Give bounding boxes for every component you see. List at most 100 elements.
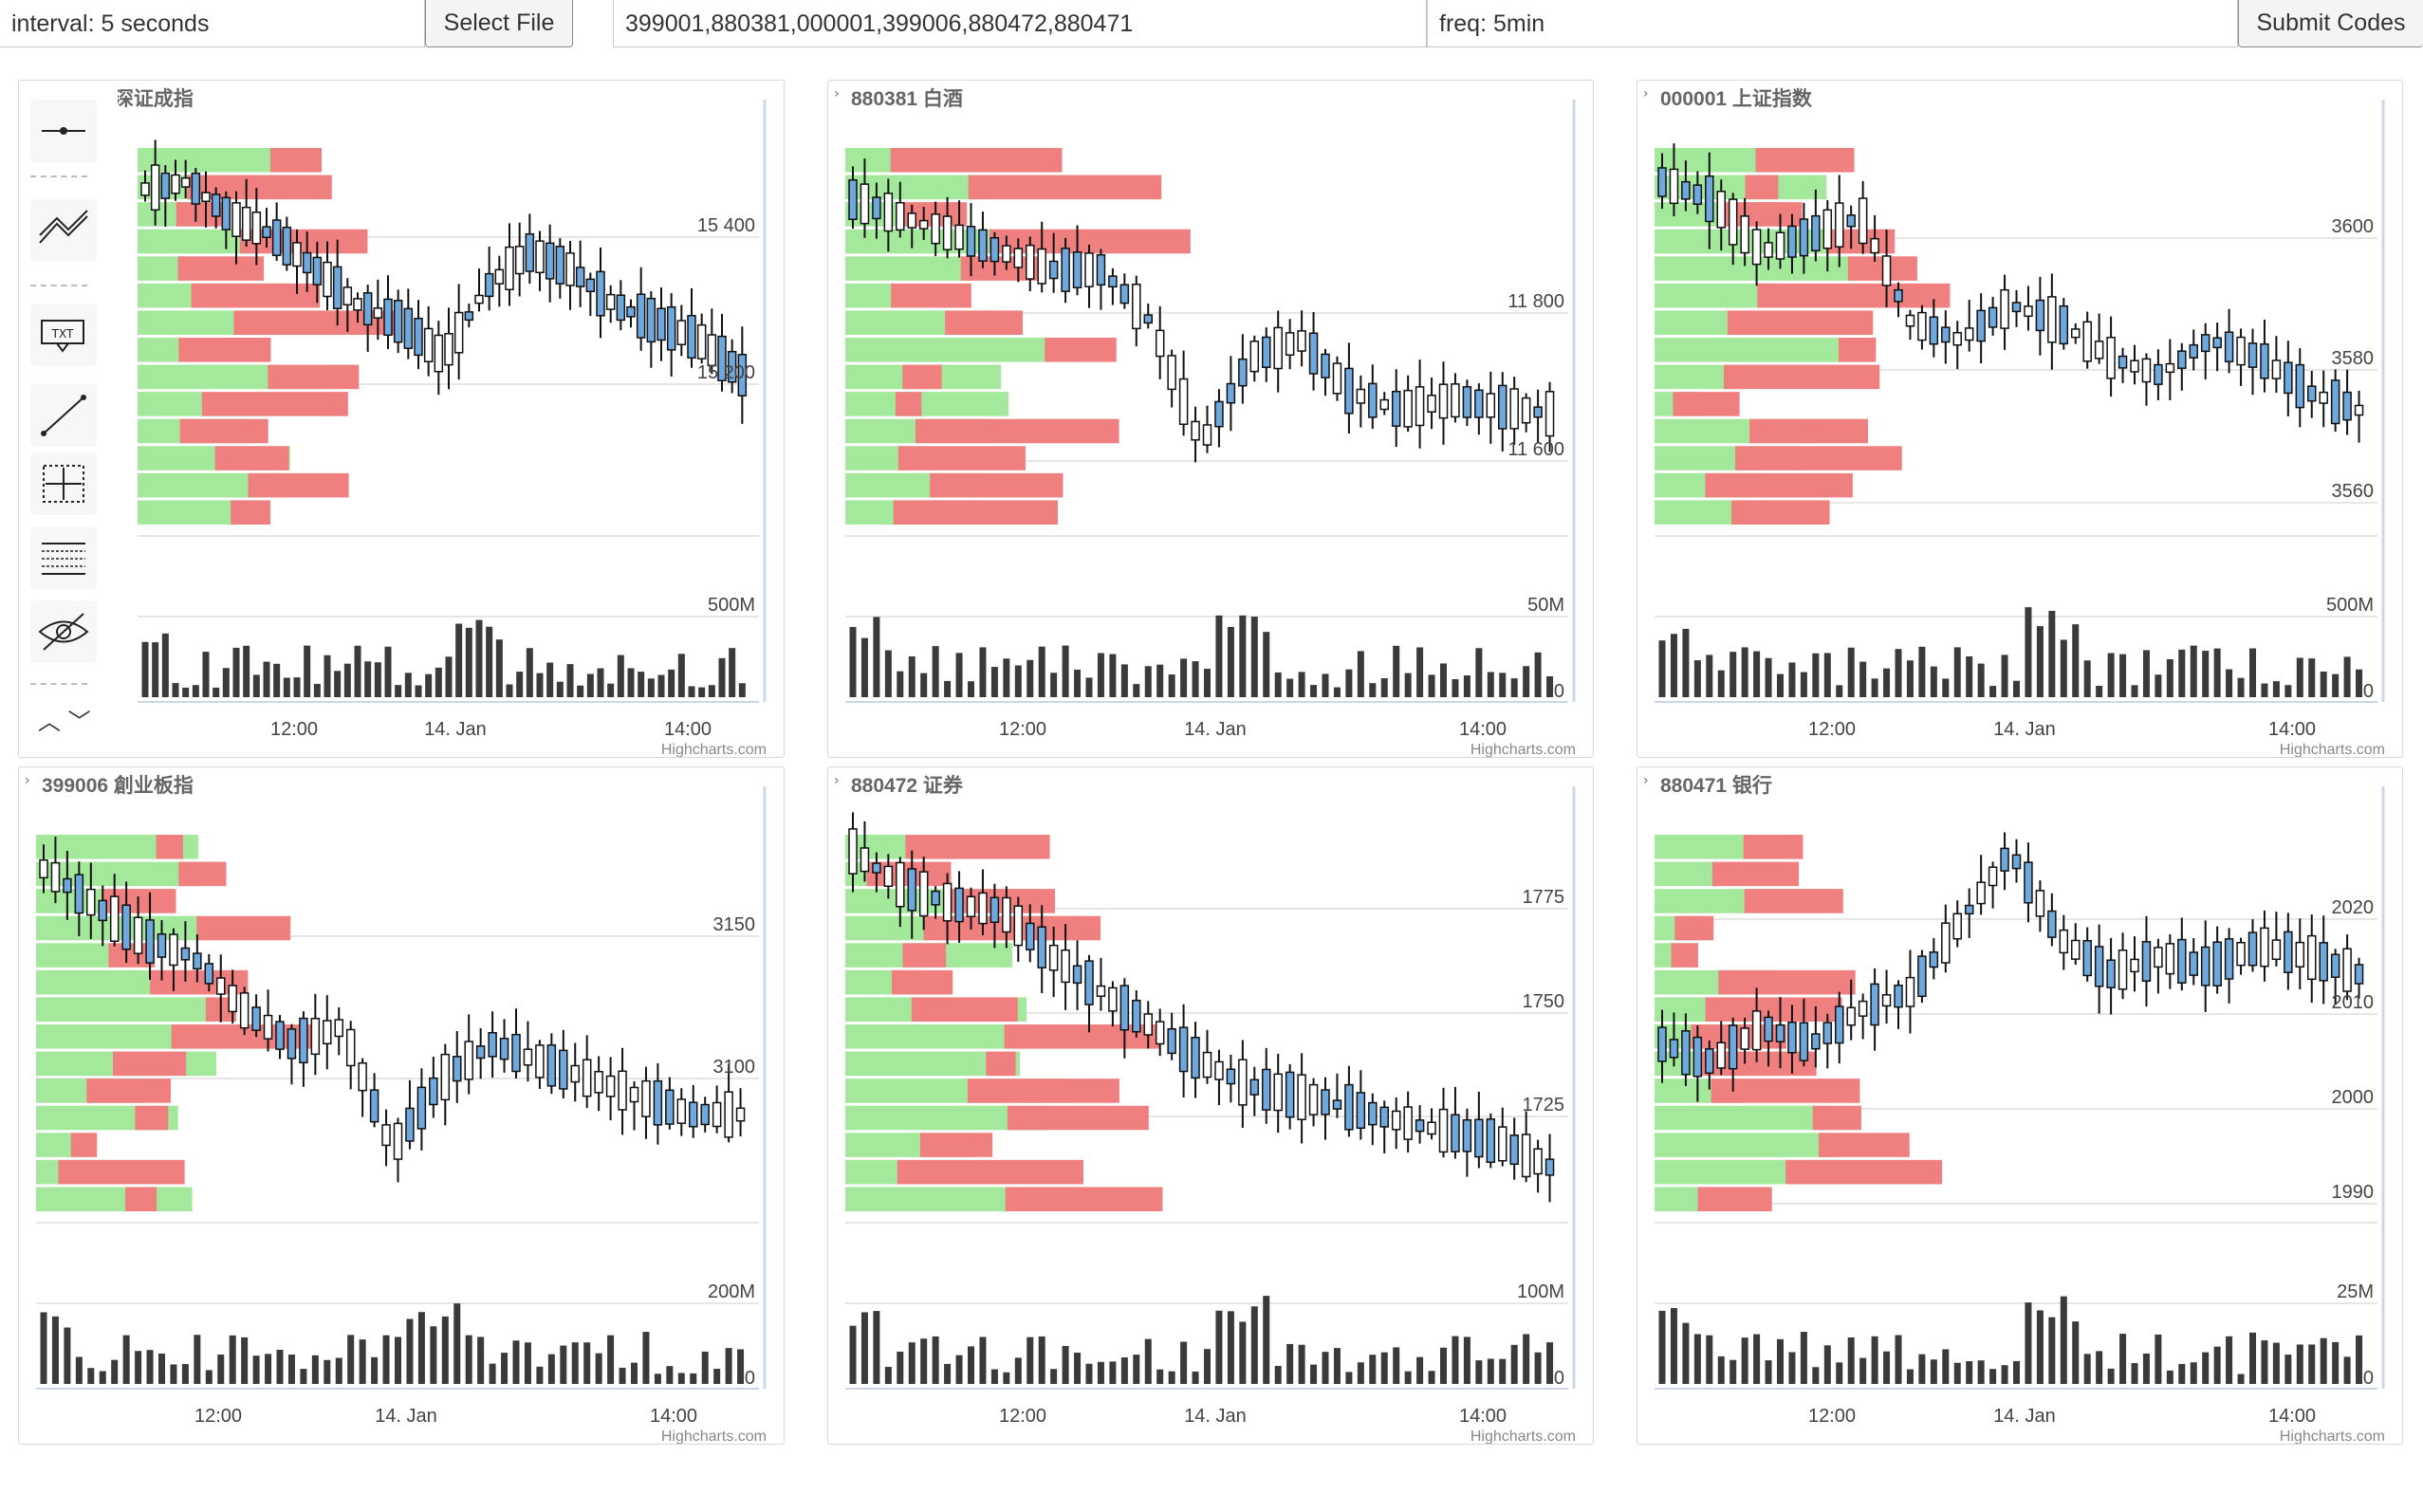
chevron-down-icon[interactable]: ﹀ bbox=[67, 709, 91, 735]
candle-body bbox=[488, 1032, 497, 1058]
freq-field[interactable]: freq: 5min bbox=[1427, 0, 2238, 47]
volume-bar bbox=[1452, 679, 1459, 697]
chevron-up-icon[interactable]: ︿ bbox=[38, 709, 61, 735]
volume-bar bbox=[1977, 663, 1985, 697]
line-segment-tool-icon[interactable] bbox=[30, 384, 97, 447]
chart-panel-399001[interactable]: 15 400 15 200 500M 12:00 14. Jan 14:00 Highcha… bbox=[18, 80, 785, 758]
chart-svg[interactable]: 15 400 15 200 500M 12:00 14. Jan 14:00 Highcha… bbox=[19, 81, 785, 758]
volume-bar bbox=[1227, 1311, 1234, 1384]
candle-body bbox=[1379, 398, 1389, 411]
chart-svg[interactable]: 1775 1750 1725 100M 0 12:00 14. Jan 14:00 Highch… bbox=[828, 767, 1594, 1445]
candle-body bbox=[665, 1089, 675, 1125]
submit-codes-button[interactable]: Submit Codes bbox=[2238, 0, 2423, 47]
crossing-lines-tool-icon[interactable] bbox=[30, 199, 97, 262]
volume-bar bbox=[1658, 1310, 1666, 1384]
volume-profile-sell-bar bbox=[919, 1133, 993, 1157]
svg-text:TXT: TXT bbox=[51, 327, 74, 341]
candle-body bbox=[423, 327, 434, 362]
volume-profile-sell-bar bbox=[892, 969, 953, 995]
y-tick-label: 1775 bbox=[1523, 887, 1565, 908]
chart-svg[interactable]: 3150 3100 200M 0 12:00 14. Jan 14:00 Highcharts… bbox=[19, 767, 785, 1445]
measure-tool-icon[interactable] bbox=[30, 452, 97, 515]
chart-svg[interactable]: 11 800 11 600 50M 0 12:00 14. Jan 14:00 Highcha… bbox=[828, 81, 1594, 758]
expander-icon[interactable]: › bbox=[834, 773, 840, 788]
volume-bar bbox=[586, 673, 594, 697]
volume-bar bbox=[1109, 1361, 1117, 1384]
candle-body bbox=[231, 202, 241, 237]
candle-body bbox=[1728, 198, 1738, 246]
candle-body bbox=[2035, 890, 2045, 917]
volume-bar bbox=[2190, 645, 2197, 697]
chart-panel-399006[interactable]: 3150 3100 200M 0 12:00 14. Jan 14:00 Highcharts… bbox=[18, 766, 785, 1445]
candle-body bbox=[1988, 306, 1998, 328]
volume-bar bbox=[677, 1373, 685, 1384]
candle-body bbox=[1498, 384, 1507, 430]
volume-bar bbox=[2272, 1342, 2280, 1384]
candle-body bbox=[1976, 309, 1986, 342]
volume-bar bbox=[489, 1363, 496, 1384]
chart-panel-880471[interactable]: 2020 2010 2000 1990 25M 0 12:00 14. Jan 14:00 Hig… bbox=[1637, 766, 2403, 1445]
candle-body bbox=[1308, 332, 1319, 375]
chart-panel-880472[interactable]: 1775 1750 1725 100M 0 12:00 14. Jan 14:00 Highch… bbox=[827, 766, 1594, 1445]
volume-bar bbox=[2025, 607, 2032, 697]
volume-bar bbox=[1404, 1371, 1412, 1384]
candle-body bbox=[1368, 1101, 1378, 1126]
candle-body bbox=[1167, 355, 1176, 391]
volume-bar bbox=[2284, 1355, 2292, 1384]
chart-svg[interactable]: 2020 2010 2000 1990 25M 0 12:00 14. Jan 14:00 Hig… bbox=[1637, 767, 2403, 1445]
volume-zero-label: 0 bbox=[2363, 681, 2374, 702]
candle-body bbox=[381, 1124, 391, 1147]
chart-panel-880381[interactable]: 11 800 11 600 50M 0 12:00 14. Jan 14:00 Highcha… bbox=[827, 80, 1594, 758]
candle-body bbox=[275, 1021, 285, 1050]
volume-bar bbox=[1788, 662, 1796, 697]
fibonacci-tool-icon[interactable] bbox=[30, 526, 97, 589]
volume-bar bbox=[172, 683, 179, 697]
volume-bar bbox=[1274, 1365, 1282, 1384]
candle-body bbox=[133, 916, 143, 954]
expander-icon[interactable]: › bbox=[834, 86, 840, 101]
volume-bar bbox=[217, 1355, 225, 1384]
expander-icon[interactable]: › bbox=[1643, 773, 1649, 788]
volume-bar bbox=[435, 667, 442, 697]
codes-input[interactable]: 399001,880381,000001,399006,880472,88047… bbox=[613, 0, 1427, 47]
candle-body bbox=[2319, 942, 2328, 982]
toolbar-scroll-arrows[interactable]: ︿ ﹀ bbox=[38, 703, 91, 736]
candle-body bbox=[1544, 1158, 1555, 1176]
text-annotation-tool-icon[interactable]: TXT bbox=[30, 304, 97, 366]
volume-bar bbox=[944, 1363, 952, 1384]
candle-body bbox=[145, 919, 155, 964]
volume-bar bbox=[1144, 1338, 1152, 1384]
candle-body bbox=[312, 256, 323, 286]
candle-body bbox=[848, 179, 858, 220]
volume-bar bbox=[1823, 1345, 1831, 1384]
candle-body bbox=[216, 977, 226, 995]
volume-bar bbox=[1062, 1345, 1069, 1384]
candle-body bbox=[2247, 342, 2258, 368]
volume-bar bbox=[607, 1335, 615, 1384]
select-file-button[interactable]: Select File bbox=[425, 0, 573, 47]
hide-show-tool-icon[interactable] bbox=[30, 600, 97, 663]
volume-bar bbox=[920, 673, 928, 697]
volume-bar bbox=[141, 641, 149, 697]
horizontal-line-tool-icon[interactable] bbox=[30, 100, 97, 162]
volume-bar bbox=[406, 1318, 414, 1384]
expander-icon[interactable]: › bbox=[1643, 86, 1649, 101]
volume-profile-sell-bar bbox=[1697, 1187, 1772, 1211]
candle-body bbox=[565, 252, 575, 286]
chart-panel-000001[interactable]: 3600 3580 3560 500M 0 12:00 14. Jan 14:00 Highch… bbox=[1637, 80, 2403, 758]
volume-bar bbox=[2096, 1351, 2103, 1384]
volume-bar bbox=[1027, 1337, 1034, 1384]
candle-body bbox=[1403, 1106, 1413, 1140]
candle-body bbox=[1929, 316, 1939, 345]
candle-body bbox=[251, 1006, 261, 1031]
candle-body bbox=[896, 201, 905, 231]
interval-field[interactable]: interval: 5 seconds bbox=[0, 0, 425, 47]
candle-body bbox=[2247, 931, 2258, 967]
x-tick-label: 14. Jan bbox=[1993, 719, 2056, 740]
chart-svg[interactable]: 3600 3580 3560 500M 0 12:00 14. Jan 14:00 Highch… bbox=[1637, 81, 2403, 758]
candle-body bbox=[1881, 255, 1892, 286]
expander-icon[interactable]: › bbox=[25, 773, 30, 788]
volume-bar bbox=[560, 1345, 567, 1384]
volume-profile-sell-bar bbox=[112, 1051, 187, 1077]
candle-body bbox=[666, 305, 676, 351]
